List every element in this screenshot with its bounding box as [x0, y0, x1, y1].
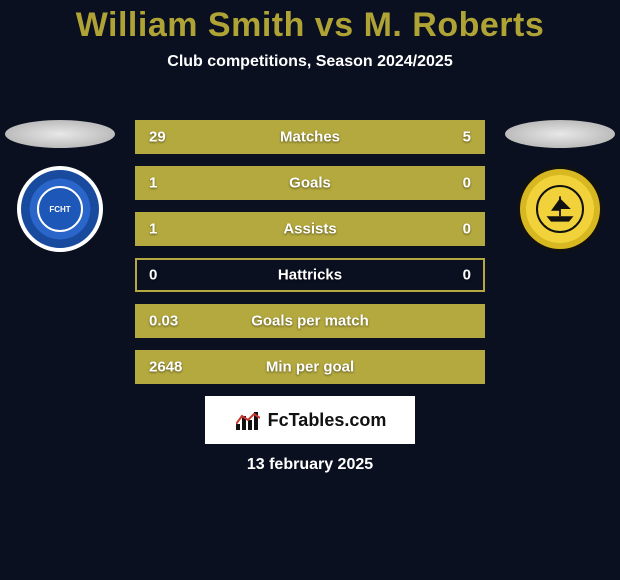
- player-right-column: [500, 120, 620, 252]
- stat-label: Hattricks: [278, 267, 342, 284]
- stat-bar: 0 0 Hattricks: [135, 258, 485, 292]
- stat-label: Min per goal: [266, 359, 354, 376]
- stat-value-right: 0: [463, 267, 471, 284]
- player-left-silhouette: [5, 120, 115, 148]
- footer-brand-card: FcTables.com: [205, 396, 415, 444]
- stat-value-right: 5: [463, 129, 471, 146]
- stat-value-left: 0: [149, 267, 157, 284]
- stat-value-left: 1: [149, 175, 157, 192]
- stat-bar: 0.03 Goals per match: [135, 304, 485, 338]
- stat-bar: 29 5 Matches: [135, 120, 485, 154]
- stat-label: Goals per match: [251, 313, 369, 330]
- player-right-silhouette: [505, 120, 615, 148]
- stat-label: Assists: [283, 221, 336, 238]
- player-left-column: FCHT: [0, 120, 120, 252]
- stat-value-left: 1: [149, 221, 157, 238]
- footer-date: 13 february 2025: [247, 456, 373, 474]
- stat-value-right: 0: [463, 175, 471, 192]
- stat-bar: 1 0 Assists: [135, 212, 485, 246]
- stat-value-left: 29: [149, 129, 166, 146]
- footer-brand-text: FcTables.com: [268, 410, 387, 431]
- stat-value-right: 0: [463, 221, 471, 238]
- stat-label: Matches: [280, 129, 340, 146]
- club-badge-left: FCHT: [17, 166, 103, 252]
- subtitle: Club competitions, Season 2024/2025: [0, 53, 620, 71]
- stat-bar: 1 0 Goals: [135, 166, 485, 200]
- stat-label: Goals: [289, 175, 331, 192]
- stat-fill-right: [431, 122, 483, 152]
- stat-value-left: 0.03: [149, 313, 178, 330]
- ship-icon: [542, 191, 578, 227]
- page-title: William Smith vs M. Roberts: [0, 0, 620, 45]
- chart-icon: [234, 410, 262, 430]
- stats-bar-group: 29 5 Matches 1 0 Goals 1 0 Assists 0 0 Hattricks 0.0…: [135, 120, 485, 396]
- stat-value-left: 2648: [149, 359, 182, 376]
- stat-bar: 2648 Min per goal: [135, 350, 485, 384]
- club-badge-left-label: FCHT: [21, 170, 99, 248]
- club-badge-right: [517, 166, 603, 252]
